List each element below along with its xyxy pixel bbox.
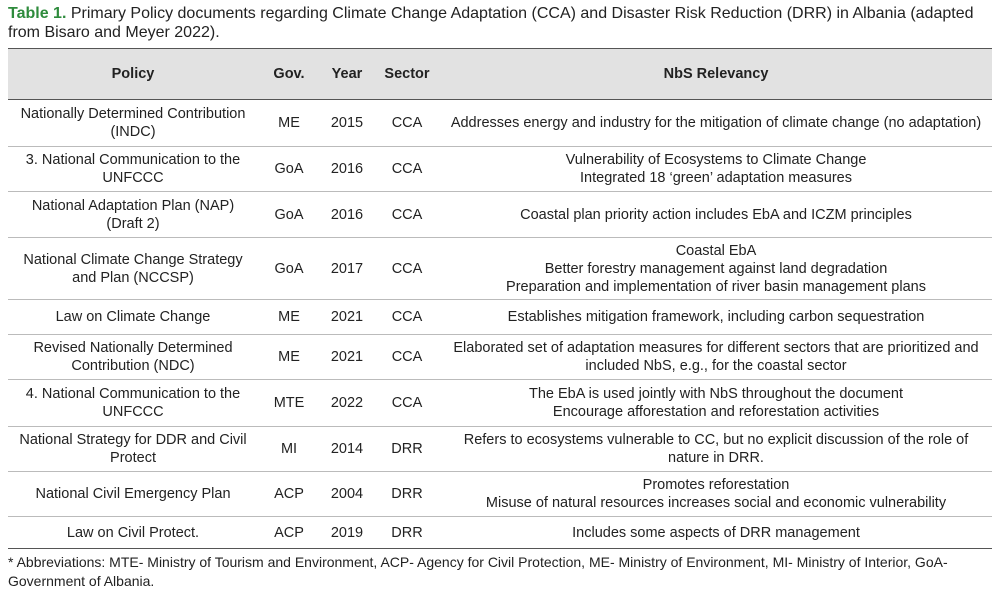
table-row: Law on Civil Protect. ACP 2019 DRR Includes … [8,516,992,549]
table-cell: 2016 [320,146,374,192]
table-cell: Revised Nationally Determined Contributi… [8,334,258,380]
caption-text: Primary Policy documents regarding Clima… [8,5,974,41]
table-row: National Civil Emergency Plan ACP 2004 DRR P… [8,471,992,517]
table-cell: Vulnerability of Ecosystems to Climate C… [440,146,992,192]
table-cell: CCA [374,379,440,427]
table-cell: ME [258,99,320,147]
column-header: NbS Relevancy [440,48,992,100]
column-header: Year [320,48,374,100]
table-cell: 2017 [320,237,374,300]
table-row: Nationally Determined Contribution (INDC… [8,99,992,147]
table-cell: Refers to ecosystems vulnerable to CC, b… [440,426,992,472]
table-row: National Adaptation Plan (NAP) (Draft 2)… [8,191,992,238]
table-cell: DRR [374,426,440,472]
table-cell: 2016 [320,191,374,238]
table-cell: National Climate Change Strategy and Pla… [8,237,258,300]
table-cell: CCA [374,191,440,238]
table-cell: 4. National Communication to the UNFCCC [8,379,258,427]
table-cell: 2021 [320,299,374,335]
cell-line: Coastal EbA [675,242,757,259]
table-cell: 2022 [320,379,374,427]
table-cell: 2015 [320,99,374,147]
cell-line: The EbA is used jointly with NbS through… [529,386,903,402]
table-cell: GoA [258,146,320,192]
table-cell: Establishes mitigation framework, includ… [440,299,992,335]
table-cell: GoA [258,191,320,238]
header-row: Policy Gov. Year Sector NbS Relevancy [8,48,992,100]
policy-table: Policy Gov. Year Sector NbS Relevancy Nation… [8,48,992,549]
table-cell: ME [258,334,320,380]
table-cell: Elaborated set of adaptation measures fo… [440,334,992,380]
cell-line: Integrated 18 ‘green’ adaptation measure… [580,170,852,186]
table-cell: Promotes reforestation Misuse of natural … [440,471,992,517]
column-header: Sector [374,48,440,100]
cell-line: Elaborated set of adaptation measures fo… [453,340,979,374]
table-cell: National Adaptation Plan (NAP) (Draft 2) [8,191,258,238]
table-cell: 2021 [320,334,374,380]
table-cell: National Strategy for DDR and Civil Prot… [8,426,258,472]
table-cell: CCA [374,237,440,300]
table-cell: CCA [374,334,440,380]
cell-line: Includes some aspects of DRR management [572,524,860,541]
cell-line: Misuse of natural resources increases so… [485,495,947,511]
table-cell: MTE [258,379,320,427]
table-cell: GoA [258,237,320,300]
table-row: National Strategy for DDR and Civil Prot… [8,426,992,472]
table-cell: Coastal EbA Better forestry management ag… [440,237,992,300]
cell-line: Coastal plan priority action includes Eb… [520,206,912,223]
table-cell: The EbA is used jointly with NbS through… [440,379,992,427]
table-cell: CCA [374,299,440,335]
cell-line: Preparation and implementation of river … [506,278,926,295]
table-cell: CCA [374,99,440,147]
table-cell: Law on Civil Protect. [8,516,258,549]
table-cell: 2014 [320,426,374,472]
caption-label: Table 1. [8,5,67,22]
table-cell: Nationally Determined Contribution (INDC… [8,99,258,147]
table-row: 4. National Communication to the UNFCCC M… [8,379,992,427]
table-cell: 3. National Communication to the UNFCCC [8,146,258,192]
caption: Table 1. Primary Policy documents regard… [8,4,992,42]
table-cell: Addresses energy and industry for the mi… [440,99,992,147]
cell-line: Vulnerability of Ecosystems to Climate C… [565,152,867,168]
cell-line: Better forestry management against land … [544,260,888,277]
table-row: Law on Climate Change ME 2021 CCA Establishe… [8,299,992,335]
column-header: Gov. [258,48,320,100]
table-cell: Includes some aspects of DRR management [440,516,992,549]
cell-line: Promotes reforestation [642,477,790,493]
cell-line: Establishes mitigation framework, includ… [507,309,925,325]
table-cell: DRR [374,471,440,517]
table-cell: DRR [374,516,440,549]
cell-line: Encourage afforestation and reforestatio… [552,404,880,420]
table-cell: CCA [374,146,440,192]
column-header: Policy [8,48,258,100]
table-cell: ME [258,299,320,335]
table-row: Revised Nationally Determined Contributi… [8,334,992,380]
table-cell: Law on Climate Change [8,299,258,335]
table-cell: ACP [258,516,320,549]
cell-line: Addresses energy and industry for the mi… [450,115,982,131]
table-cell: Coastal plan priority action includes Eb… [440,191,992,238]
footnote: * Abbreviations: MTE- Ministry of Touris… [8,554,948,589]
table-body: Nationally Determined Contribution (INDC… [8,99,992,549]
table-cell: 2004 [320,471,374,517]
table-row: 3. National Communication to the UNFCCC G… [8,146,992,192]
table-cell: 2019 [320,516,374,549]
table-row: National Climate Change Strategy and Pla… [8,237,992,300]
table-cell: National Civil Emergency Plan [8,471,258,517]
cell-line: Refers to ecosystems vulnerable to CC, b… [463,432,969,466]
table-cell: MI [258,426,320,472]
table-cell: ACP [258,471,320,517]
